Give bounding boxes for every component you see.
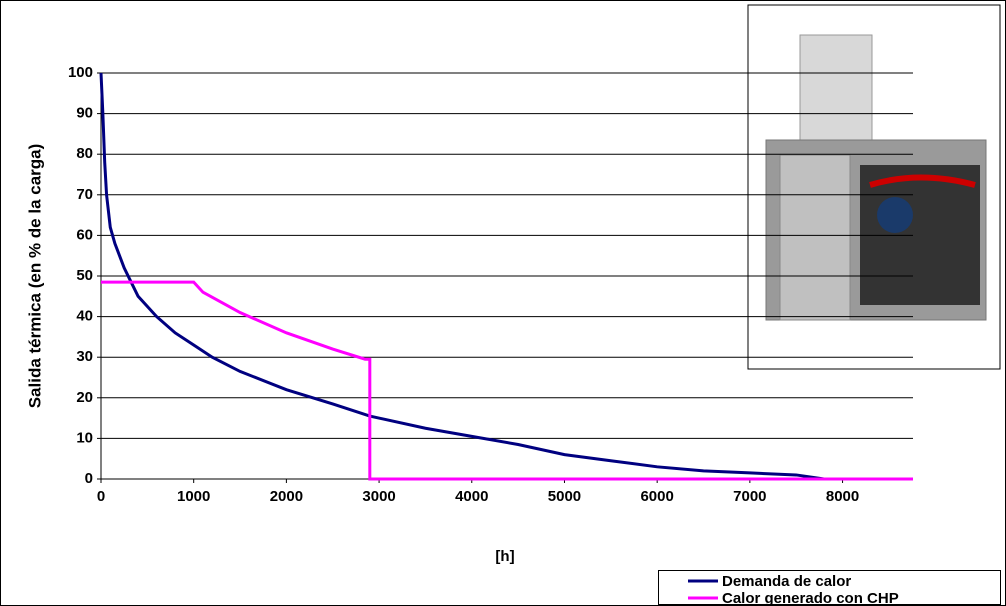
product-photo	[748, 5, 1000, 369]
x-tick-label: 7000	[733, 488, 766, 505]
y-tick-label: 20	[76, 389, 93, 406]
y-tick-label: 0	[85, 470, 93, 487]
y-tick-label: 10	[76, 429, 93, 446]
y-tick-label: 90	[76, 105, 93, 122]
chart: [h] Salida térmica (en % de la carga) 0 1…	[0, 0, 1006, 606]
y-tick-label: 60	[76, 226, 93, 243]
x-tick-label: 8000	[826, 488, 859, 505]
x-tick-label: 5000	[548, 488, 581, 505]
x-tick-label: 3000	[362, 488, 395, 505]
legend-label: Demanda de calor	[722, 573, 851, 590]
x-tick-label: 4000	[455, 488, 488, 505]
x-tick-label: 2000	[270, 488, 303, 505]
x-tick-label: 6000	[640, 488, 673, 505]
y-axis-label: Salida térmica (en % de la carga)	[25, 144, 44, 409]
x-tick-label: 1000	[177, 488, 210, 505]
y-tick-label: 80	[76, 145, 93, 162]
y-tick-label: 70	[76, 186, 93, 203]
y-tick-label: 50	[76, 267, 93, 284]
y-tick-label: 30	[76, 348, 93, 365]
x-tick-label: 0	[97, 488, 105, 505]
y-tick-label: 40	[76, 308, 93, 325]
x-axis-label: [h]	[495, 548, 514, 565]
y-tick-label: 100	[68, 64, 93, 81]
legend-label: Calor generado con CHP	[722, 590, 899, 606]
